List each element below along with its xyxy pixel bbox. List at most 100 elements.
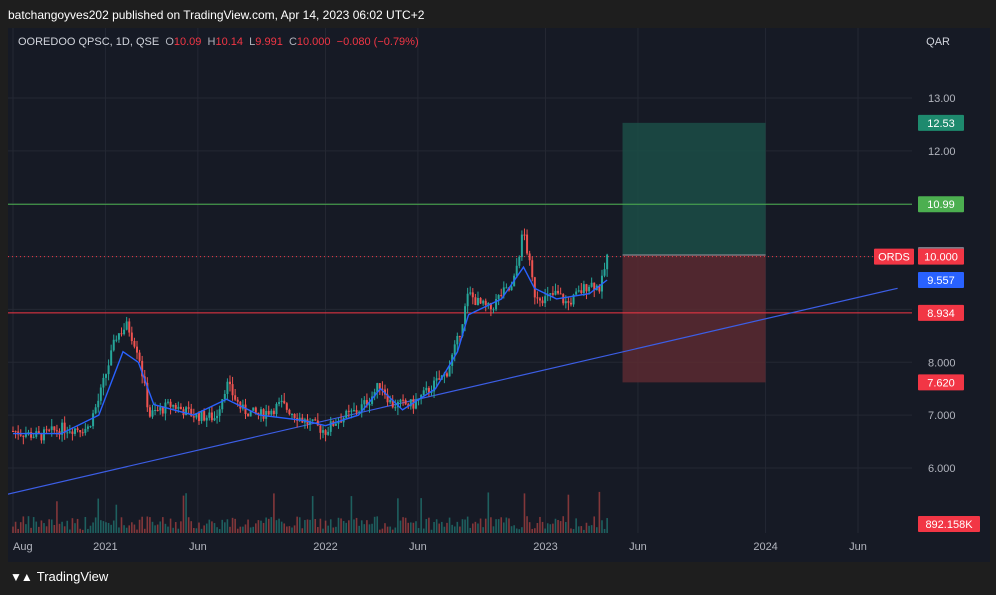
volume-bar xyxy=(508,518,510,533)
volume-bar xyxy=(50,519,53,533)
volume-bar xyxy=(12,526,14,533)
low-value: 9.991 xyxy=(255,36,283,48)
stop-zone xyxy=(622,254,766,383)
candle-body xyxy=(128,321,131,333)
time-tick-label: 2023 xyxy=(533,541,557,553)
volume-bar xyxy=(278,518,280,533)
candle-body xyxy=(125,321,128,330)
volume-bar xyxy=(353,519,355,533)
volume-bar xyxy=(554,518,557,533)
candle-body xyxy=(231,384,234,396)
volume-bar xyxy=(317,527,319,533)
volume-bar xyxy=(549,524,552,533)
candle-body xyxy=(484,300,487,306)
volume-bar xyxy=(100,520,102,533)
candle-body xyxy=(458,335,461,337)
volume-bar xyxy=(125,527,128,533)
candles xyxy=(12,228,609,445)
volume-bar xyxy=(43,523,45,533)
candle-body xyxy=(53,426,56,431)
candle-body xyxy=(350,410,353,412)
candle-body xyxy=(218,409,221,416)
volume-bar xyxy=(224,522,226,533)
candle-body xyxy=(275,403,278,414)
volume-bar xyxy=(187,517,190,533)
volume-bar xyxy=(162,517,164,533)
candle-body xyxy=(48,429,51,431)
volume-bar xyxy=(606,518,608,533)
volume-bar xyxy=(536,523,539,533)
candle-body xyxy=(389,399,392,403)
candle-body xyxy=(588,286,591,292)
volume-label-box xyxy=(918,516,980,532)
candle-body xyxy=(40,433,43,441)
candle-body xyxy=(575,291,578,295)
volume-bar xyxy=(598,491,601,533)
trendline xyxy=(8,287,898,495)
volume-bar xyxy=(410,522,412,533)
volume-bar xyxy=(422,528,425,533)
candle-body xyxy=(205,417,208,421)
volume-bar xyxy=(384,523,386,533)
volume-bar xyxy=(544,528,546,533)
volume-bar xyxy=(151,521,154,533)
candle-body xyxy=(283,400,286,404)
volume-bar xyxy=(575,518,577,533)
candle-body xyxy=(523,234,526,236)
candle-body xyxy=(200,410,203,421)
candle-body xyxy=(45,429,48,431)
candle-body xyxy=(14,431,17,433)
candle-body xyxy=(469,292,472,294)
volume-bar xyxy=(296,516,298,533)
candle-body xyxy=(438,378,441,380)
candle-body xyxy=(536,297,539,299)
candle-body xyxy=(311,419,314,422)
volume-bar xyxy=(257,520,260,533)
candle-body xyxy=(135,346,138,353)
chart-pane[interactable]: 13.00 12.00 8.000 7.000 6.000 Aug 2021 Jun 2022 J… xyxy=(8,28,990,562)
volume-bar xyxy=(379,529,381,533)
volume-bar xyxy=(283,523,286,533)
volume-bar xyxy=(97,498,100,533)
volume-bar xyxy=(190,521,193,533)
volume-bar xyxy=(430,529,433,533)
volume-bar xyxy=(293,525,296,533)
candle-body xyxy=(216,415,219,419)
candle-body xyxy=(223,393,226,400)
brand[interactable]: ▼▲ TradingView xyxy=(10,569,108,584)
volume-bar xyxy=(360,520,363,533)
candle-body xyxy=(383,389,386,395)
candle-body xyxy=(267,410,270,415)
volume-bar xyxy=(141,516,143,533)
symbol-legend: OOREDOO QPSC, 1D, QSE O10.09 H10.14 L9.9… xyxy=(18,36,419,48)
volume-bar xyxy=(128,525,131,533)
volume-bar xyxy=(552,523,554,533)
volume-bar xyxy=(138,519,141,533)
candle-body xyxy=(159,407,162,411)
candle-body xyxy=(228,381,231,385)
volume-bar xyxy=(355,517,358,533)
candle-body xyxy=(166,401,169,403)
volume-bar xyxy=(205,523,208,533)
candle-body xyxy=(445,373,448,377)
volume-bar xyxy=(208,519,211,533)
candle-body xyxy=(448,365,451,377)
volume-bar xyxy=(30,527,32,533)
volume-bar xyxy=(249,527,252,533)
candle-body xyxy=(562,294,565,304)
volume-bar xyxy=(335,526,337,533)
volume-bar xyxy=(304,520,306,533)
candle-body xyxy=(285,403,288,410)
candle-body xyxy=(270,410,273,415)
volume-bar xyxy=(503,522,505,533)
candle-body xyxy=(435,378,438,381)
volume-bar xyxy=(74,523,76,533)
candle-body xyxy=(551,293,554,295)
price-chart[interactable]: 13.00 12.00 8.000 7.000 6.000 Aug 2021 Jun 2022 J… xyxy=(8,28,990,562)
volume-bar xyxy=(112,520,115,533)
candle-body xyxy=(141,360,144,377)
volume-bar xyxy=(143,528,146,533)
volume-bar xyxy=(541,521,544,533)
volume-bar xyxy=(118,527,120,533)
candle-body xyxy=(161,407,164,414)
